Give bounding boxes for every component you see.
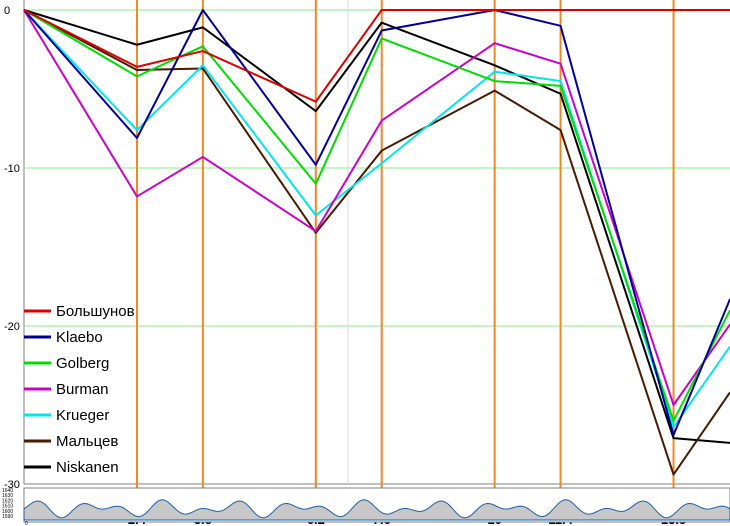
elevation-y-tick-0: 1640 <box>2 488 13 494</box>
legend: Большунов Klaebo Golberg Burman Krueger Мальц… <box>24 303 135 476</box>
series-lines <box>23 9 730 476</box>
checkpoint-lines <box>135 0 675 514</box>
legend-label-0: Большунов <box>56 303 135 320</box>
legend-label-1: Klaebo <box>56 329 103 346</box>
elevation-profile-area <box>23 499 730 521</box>
elevation-y-tick-1: 1630 <box>2 493 13 499</box>
y-tick-label-0: 0 <box>4 5 10 17</box>
elevation-y-tick-5: 1590 <box>2 514 13 520</box>
y-tick-label-1: -10 <box>4 163 20 175</box>
series-line-2 <box>23 9 730 422</box>
elevation-y-tick-3: 1610 <box>2 504 13 510</box>
elevation-y-tick-2: 1620 <box>2 498 13 504</box>
series-line-6 <box>23 9 730 444</box>
series-line-0 <box>23 9 730 103</box>
y-tick-label-3: -30 <box>4 479 20 491</box>
series-line-1 <box>23 9 730 437</box>
series-line-3 <box>23 9 730 406</box>
y-tick-labels: 0 -10 -20 -30 <box>4 5 20 491</box>
y-tick-label-2: -20 <box>4 321 20 333</box>
legend-label-2: Golberg <box>56 355 109 372</box>
legend-label-4: Krueger <box>56 407 109 424</box>
elevation-x-tick: 0 <box>25 521 28 526</box>
legend-label-6: Niskanen <box>56 459 119 476</box>
series-line-5 <box>23 9 730 476</box>
legend-label-3: Burman <box>56 381 109 398</box>
plot-frame <box>23 0 730 485</box>
elevation-y-tick-4: 1600 <box>2 509 13 515</box>
legend-label-5: Мальцев <box>56 433 118 450</box>
